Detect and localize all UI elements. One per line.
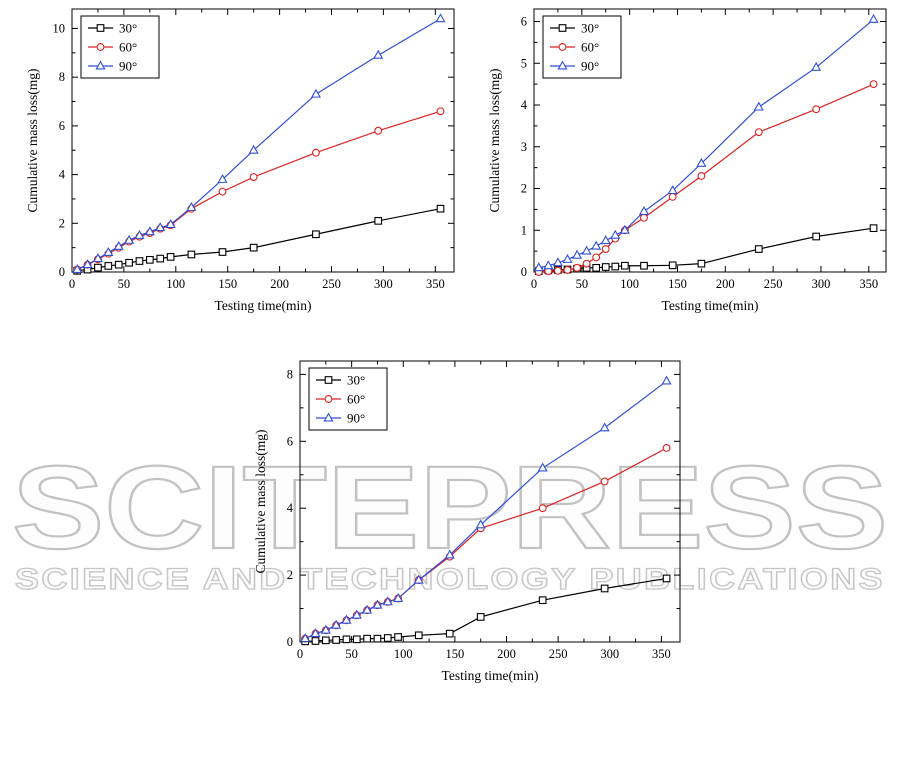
svg-text:250: 250: [764, 277, 783, 291]
svg-text:200: 200: [270, 277, 289, 291]
svg-text:2: 2: [287, 568, 293, 582]
plot-svg: 0 50 100 150 200 250 300 350 0 2 4 6 8 Testing time(m…: [253, 360, 681, 684]
plot-svg: 0 50 100 150 200 250 300 350 0 1 2 3 4 5 6 Testing time…: [487, 8, 887, 314]
svg-text:300: 300: [812, 277, 831, 291]
svg-text:6: 6: [521, 15, 527, 29]
legend-label: 90°: [347, 411, 365, 426]
series-60deg: [73, 107, 445, 274]
axes: [299, 360, 681, 643]
legend: 30° 60° 90°: [80, 15, 160, 79]
chart-cumulative-mass-loss-a: 0 50 100 150 200 250 300 350 0 2 4 6 8 10 Testing time…: [24, 0, 464, 323]
svg-text:3: 3: [521, 140, 527, 154]
svg-text:50: 50: [345, 647, 358, 661]
svg-text:150: 150: [668, 277, 687, 291]
svg-text:350: 350: [859, 277, 878, 291]
axes: [533, 8, 887, 273]
series-90deg: [300, 375, 672, 643]
svg-text:200: 200: [497, 647, 516, 661]
svg-text:2: 2: [521, 182, 527, 196]
svg-text:100: 100: [166, 277, 185, 291]
svg-text:150: 150: [218, 277, 237, 291]
svg-text:6: 6: [59, 119, 65, 133]
svg-text:350: 350: [426, 277, 445, 291]
svg-text:4: 4: [521, 98, 528, 112]
tick-labels: 0 50 100 150 200 250 300 350 0 2 4 6 8: [287, 367, 671, 661]
svg-text:100: 100: [394, 647, 413, 661]
x-axis-title: Testing time(min): [662, 298, 759, 313]
svg-text:0: 0: [69, 277, 75, 291]
svg-text:350: 350: [652, 647, 671, 661]
chart-cumulative-mass-loss-c: 0 50 100 150 200 250 300 350 0 2 4 6 8 Testing time(m…: [252, 352, 690, 693]
svg-text:5: 5: [521, 56, 527, 70]
scitepress-watermark: SCITEPRESS SCIENCE AND TECHNOLOGY PUBLIC…: [11, 448, 889, 597]
legend-label: 30°: [581, 21, 599, 36]
svg-text:6: 6: [287, 434, 293, 448]
svg-text:250: 250: [322, 277, 341, 291]
legend-label: 90°: [119, 59, 137, 74]
x-axis-title: Testing time(min): [215, 298, 312, 313]
svg-text:50: 50: [118, 277, 131, 291]
svg-text:10: 10: [53, 21, 66, 35]
y-axis-title: Cumulative mass loss(mg): [487, 69, 502, 213]
svg-text:50: 50: [576, 277, 589, 291]
svg-text:300: 300: [600, 647, 619, 661]
watermark-tagline-text: SCIENCE AND TECHNOLOGY PUBLICATIONS: [15, 563, 885, 596]
svg-text:100: 100: [620, 277, 639, 291]
svg-text:0: 0: [297, 647, 303, 661]
svg-text:2: 2: [59, 216, 65, 230]
svg-text:300: 300: [374, 277, 393, 291]
series-90deg: [72, 13, 446, 274]
legend-label: 30°: [347, 373, 365, 388]
svg-text:0: 0: [521, 265, 527, 279]
svg-text:4: 4: [59, 168, 66, 182]
svg-text:8: 8: [59, 70, 65, 84]
y-axis-title: Cumulative mass loss(mg): [253, 430, 268, 574]
svg-text:0: 0: [531, 277, 537, 291]
svg-text:0: 0: [287, 635, 293, 649]
series-90deg: [533, 13, 879, 272]
legend-label: 30°: [119, 21, 137, 36]
series-30deg: [73, 204, 445, 275]
y-axis-title: Cumulative mass loss(mg): [25, 69, 40, 213]
svg-text:150: 150: [446, 647, 465, 661]
series-30deg: [301, 574, 671, 646]
legend: 30° 60° 90°: [308, 367, 388, 431]
tick-labels: 0 50 100 150 200 250 300 350 0 1 2 3 4 5 6: [521, 15, 878, 291]
svg-text:8: 8: [287, 367, 293, 381]
tick-labels: 0 50 100 150 200 250 300 350 0 2 4 6 8 10: [53, 21, 445, 291]
axis-titles: Testing time(min) Cumulative mass loss(mg…: [253, 430, 538, 684]
svg-text:200: 200: [716, 277, 735, 291]
legend-label: 60°: [581, 40, 599, 55]
axis-titles: Testing time(min) Cumulative mass loss(mg…: [25, 69, 311, 314]
axes: [71, 8, 455, 273]
legend: 30° 60° 90°: [542, 15, 622, 79]
chart-cumulative-mass-loss-b: 0 50 100 150 200 250 300 350 0 1 2 3 4 5 6 Testing time…: [486, 0, 896, 323]
legend-label: 60°: [347, 392, 365, 407]
svg-text:250: 250: [549, 647, 568, 661]
svg-text:0: 0: [59, 265, 65, 279]
svg-text:4: 4: [287, 501, 294, 515]
svg-text:1: 1: [521, 223, 527, 237]
watermark-brand-text: SCITEPRESS: [12, 448, 888, 574]
legend-label: 90°: [581, 59, 599, 74]
x-axis-title: Testing time(min): [442, 668, 539, 683]
legend-label: 60°: [119, 40, 137, 55]
plot-svg: 0 50 100 150 200 250 300 350 0 2 4 6 8 10 Testing time…: [25, 8, 455, 314]
axis-titles: Testing time(min) Cumulative mass loss(mg…: [487, 69, 758, 314]
